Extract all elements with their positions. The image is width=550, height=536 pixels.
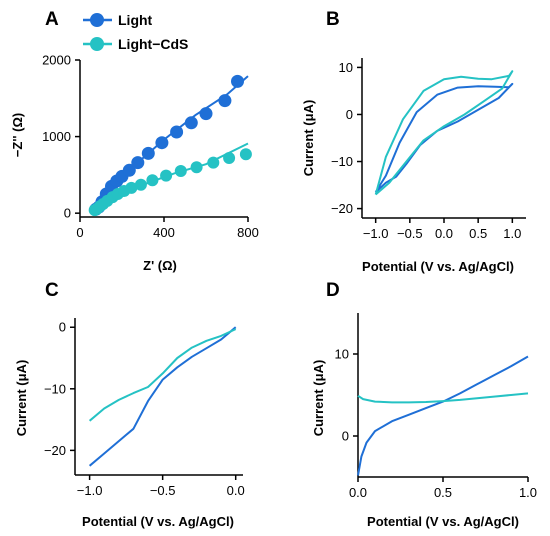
x-tick-label: −1.0 [363, 226, 389, 241]
x-tick-label: 1.0 [519, 485, 537, 500]
data-point [190, 161, 203, 174]
x-tick-label: 0.0 [227, 483, 245, 498]
series-line [357, 355, 529, 476]
panel-label-a: A [45, 9, 59, 30]
series-line [357, 392, 529, 404]
data-point [155, 136, 169, 150]
y-tick-label: 10 [339, 60, 353, 75]
legend-label-cds: Light−CdS [118, 36, 188, 52]
panel-c: Potential (V vs. Ag/AgCl) Current (μA) −… [14, 318, 245, 529]
series-line [88, 328, 237, 422]
y-tick-label: −10 [331, 154, 353, 169]
x-tick-label: −1.0 [77, 483, 103, 498]
y-tick-label: 2000 [42, 53, 71, 68]
y-tick-label: 0 [59, 320, 66, 335]
series-line [88, 326, 237, 467]
legend-marker-cds [90, 37, 104, 51]
series-line [374, 82, 514, 193]
y-tick-label: 0 [346, 107, 353, 122]
legend-label-light: Light [118, 12, 153, 28]
data-point [218, 94, 232, 108]
y-tick-label: −10 [44, 381, 66, 396]
data-point [170, 125, 184, 139]
series-line [374, 70, 514, 196]
panel-c-y-label: Current (μA) [14, 360, 29, 437]
panel-a-x-label: Z' (Ω) [143, 258, 177, 273]
x-tick-label: 400 [153, 225, 175, 240]
y-tick-label: −20 [331, 201, 353, 216]
x-tick-label: −0.5 [397, 226, 423, 241]
y-tick-label: 0 [342, 429, 349, 444]
panel-d: Potential (V vs. Ag/AgCl) Current (μA) 0… [311, 313, 537, 529]
panel-a-y-label: −Z'' (Ω) [10, 113, 25, 157]
x-tick-label: −0.5 [150, 483, 176, 498]
data-point [131, 156, 145, 170]
data-point [146, 174, 159, 187]
panel-b: Potential (V vs. Ag/AgCl) Current (μA) −… [301, 58, 526, 274]
data-point [207, 156, 220, 169]
y-tick-label: 1000 [42, 129, 71, 144]
y-tick-label: 10 [335, 347, 349, 362]
y-tick-label: −20 [44, 443, 66, 458]
data-point [184, 116, 198, 130]
data-point [199, 107, 213, 121]
x-tick-label: 0.5 [434, 485, 452, 500]
panel-d-y-label: Current (μA) [311, 360, 326, 437]
data-point [134, 178, 147, 191]
panel-label-b: B [326, 9, 340, 30]
data-point [141, 146, 155, 160]
data-point [231, 74, 244, 88]
data-point [239, 148, 252, 161]
data-point [125, 181, 138, 194]
data-point [160, 169, 173, 182]
panel-a: Z' (Ω) −Z'' (Ω) 0 400 800 0 1000 2000 Light L… [10, 12, 259, 273]
x-tick-label: 0.0 [435, 226, 453, 241]
legend-marker-light [90, 13, 104, 27]
panel-label-d: D [326, 280, 340, 301]
panel-b-y-label: Current (μA) [301, 100, 316, 177]
x-tick-label: 800 [237, 225, 259, 240]
x-tick-label: 0.0 [349, 485, 367, 500]
panel-label-c: C [45, 280, 59, 301]
x-tick-label: 0.5 [469, 226, 487, 241]
data-point [223, 152, 236, 164]
panel-d-x-label: Potential (V vs. Ag/AgCl) [367, 514, 519, 529]
data-point [174, 165, 187, 177]
x-tick-label: 1.0 [503, 226, 521, 241]
x-tick-label: 0 [76, 225, 83, 240]
panel-c-x-label: Potential (V vs. Ag/AgCl) [82, 514, 234, 529]
panel-b-x-label: Potential (V vs. Ag/AgCl) [362, 259, 514, 274]
data-point [122, 163, 136, 177]
y-tick-label: 0 [64, 206, 71, 221]
panel-a-legend: Light Light−CdS [83, 12, 188, 52]
